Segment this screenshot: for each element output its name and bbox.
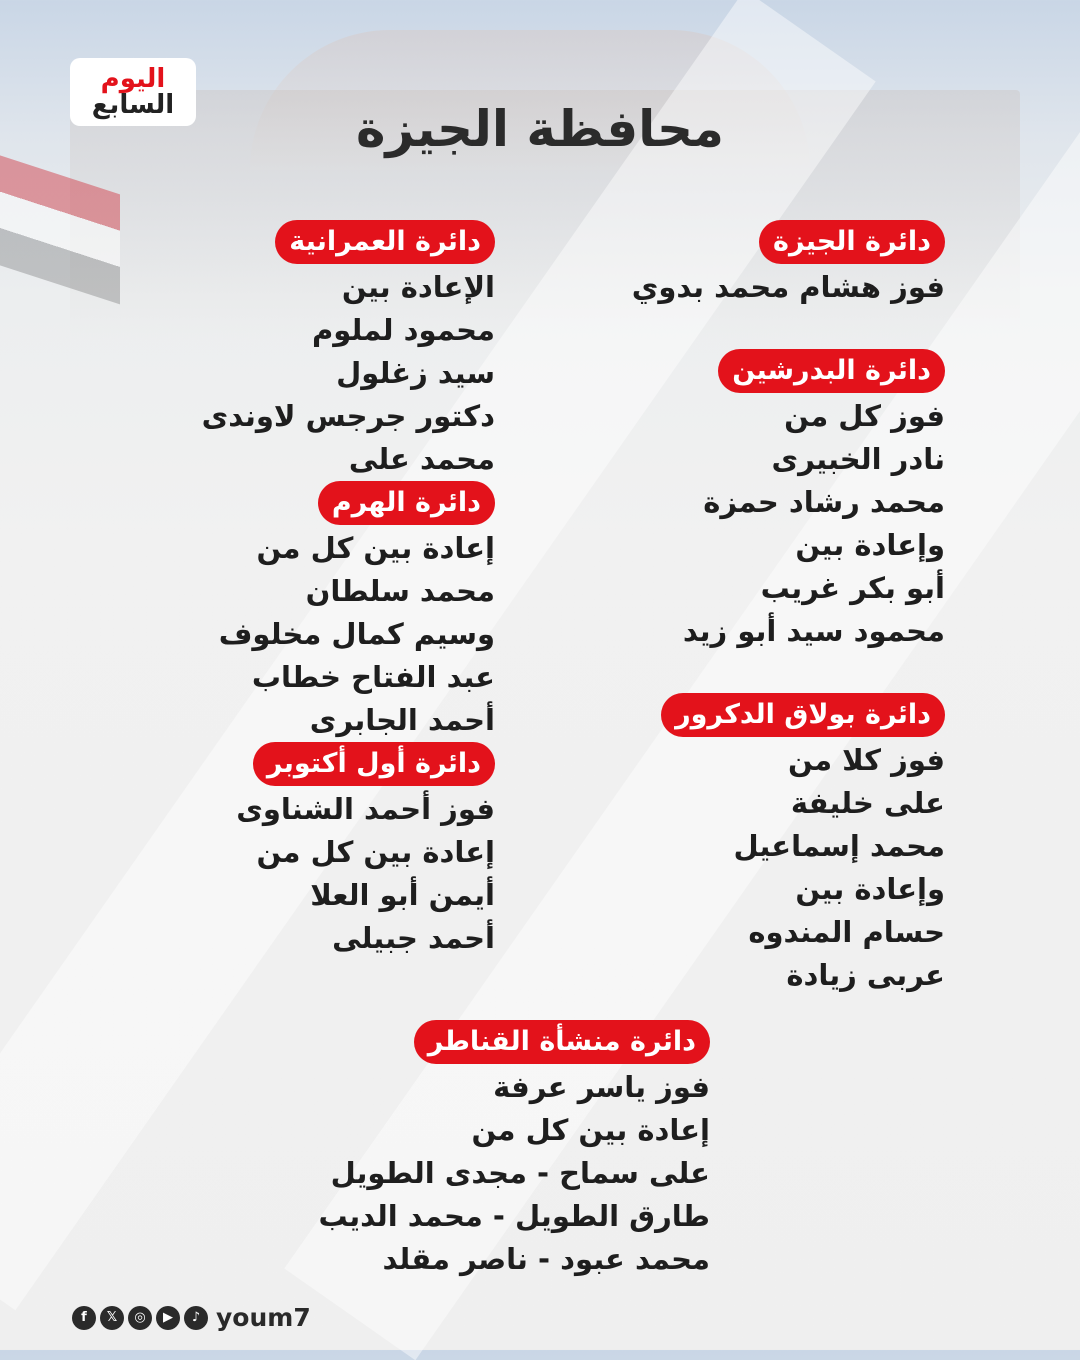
- result-line: أحمد جبيلى: [332, 921, 495, 955]
- result-line: عربى زيادة: [786, 958, 945, 992]
- result-line: فوز كلا من: [788, 743, 945, 777]
- result-line: إعادة بين كل من: [256, 835, 495, 869]
- x-icon[interactable]: 𝕏: [100, 1305, 124, 1330]
- district-omraniya: دائرة العمرانية الإعادة بين محمود لملوم …: [202, 220, 495, 481]
- result-line: سيد زغلول: [336, 356, 495, 390]
- youm7-logo: اليوم السابع: [70, 58, 196, 126]
- result-line: عبد الفتاح خطاب: [251, 660, 495, 694]
- result-line: محمود لملوم: [311, 313, 495, 347]
- result-line: على سماح - مجدى الطويل: [330, 1156, 710, 1190]
- result-line: إعادة بين كل من: [471, 1113, 710, 1147]
- district-header: دائرة الهرم: [317, 481, 495, 525]
- result-line: محمد رشاد حمزة: [703, 485, 945, 519]
- instagram-icon[interactable]: ◎: [128, 1305, 152, 1330]
- result-line: فوز أحمد الشناوى: [236, 792, 495, 826]
- background-dome: [250, 30, 810, 170]
- tiktok-icon[interactable]: ♪: [184, 1305, 208, 1330]
- result-line: محمد عبود - ناصر مقلد: [382, 1242, 710, 1276]
- facebook-icon[interactable]: f: [72, 1305, 96, 1330]
- result-line: محمود سيد أبو زيد: [682, 614, 945, 648]
- result-line: إعادة بين كل من: [256, 531, 495, 565]
- district-giza: دائرة الجيزة فوز هشام محمد بدوي: [632, 220, 945, 309]
- youtube-icon[interactable]: ▶: [156, 1305, 180, 1330]
- result-line: وإعادة بين: [795, 872, 945, 906]
- result-line: وسيم كمال مخلوف: [218, 617, 495, 651]
- result-line: أيمن أبو العلا: [310, 878, 495, 912]
- district-header: دائرة أول أكتوبر: [252, 742, 495, 786]
- background-building: [70, 90, 1020, 340]
- social-footer: f 𝕏 ◎ ▶ ♪ youm7: [72, 1303, 311, 1332]
- result-line: أبو بكر غريب: [760, 571, 945, 605]
- center-column: دائرة منشأة القناطر فوز ياسر عرفة إعادة …: [318, 1020, 711, 1281]
- district-header: دائرة البدرشين: [718, 349, 945, 393]
- district-header: دائرة الجيزة: [759, 220, 945, 264]
- district-header: دائرة العمرانية: [275, 220, 495, 264]
- district-mansheyat-elqanater: دائرة منشأة القناطر فوز ياسر عرفة إعادة …: [318, 1020, 711, 1281]
- left-column: دائرة العمرانية الإعادة بين محمود لملوم …: [202, 220, 495, 960]
- result-line: محمد سلطان: [305, 574, 495, 608]
- result-line: حسام المندوه: [748, 915, 945, 949]
- brand-handle: youm7: [216, 1303, 311, 1332]
- logo-line1: اليوم: [100, 64, 166, 94]
- district-header: دائرة منشأة القناطر: [413, 1020, 710, 1064]
- result-line: الإعادة بين: [341, 270, 495, 304]
- logo-line2: السابع: [91, 90, 175, 120]
- result-line: وإعادة بين: [795, 528, 945, 562]
- page-title: محافظة الجيزة: [356, 100, 724, 158]
- district-6th-october: دائرة أول أكتوبر فوز أحمد الشناوى إعادة …: [202, 742, 495, 960]
- result-line: أحمد الجابرى: [309, 703, 495, 737]
- result-line: دكتور جرجس لاوندى: [201, 399, 495, 433]
- district-header: دائرة بولاق الدكرور: [661, 693, 945, 737]
- result-line: محمد إسماعيل: [733, 829, 945, 863]
- result-line: فوز ياسر عرفة: [493, 1070, 710, 1104]
- result-line: طارق الطويل - محمد الديب: [318, 1199, 711, 1233]
- result-line: فوز هشام محمد بدوي: [631, 270, 945, 304]
- result-line: محمد على: [348, 442, 495, 476]
- district-badrashin: دائرة البدرشين فوز كل من نادر الخبيرى مح…: [632, 349, 945, 653]
- district-bulaq-dakrour: دائرة بولاق الدكرور فوز كلا من على خليفة…: [632, 693, 945, 997]
- right-column: دائرة الجيزة فوز هشام محمد بدوي دائرة ال…: [632, 220, 945, 997]
- district-haram: دائرة الهرم إعادة بين كل من محمد سلطان و…: [202, 481, 495, 742]
- result-line: على خليفة: [790, 786, 945, 820]
- result-line: نادر الخبيرى: [771, 442, 945, 476]
- result-line: فوز كل من: [784, 399, 945, 433]
